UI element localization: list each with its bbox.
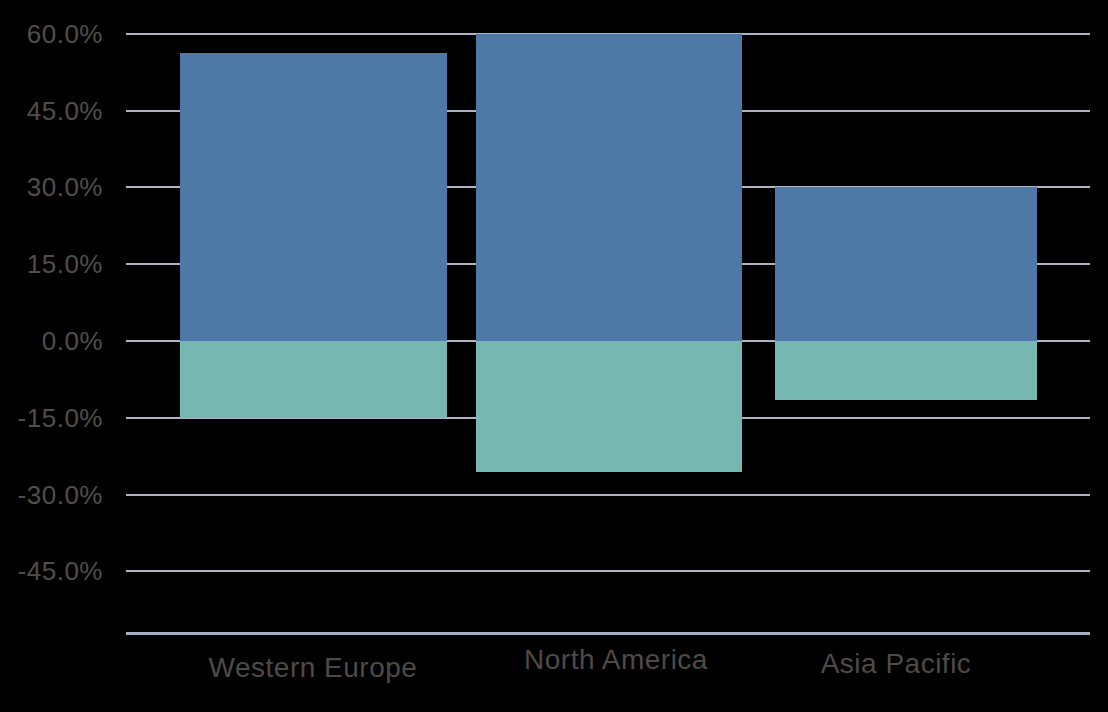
bar-positive-north-america[interactable] [476,34,742,341]
x-axis-label-western-europe: Western Europe [209,652,418,684]
bar-negative-western-europe[interactable] [180,341,447,418]
bar-positive-asia-pacific[interactable] [775,187,1037,341]
y-tick-label: 45.0% [0,94,103,128]
y-tick-label: 30.0% [0,170,103,204]
gridline [126,494,1090,496]
bar-negative-north-america[interactable] [476,341,742,472]
x-axis-label-north-america: North America [524,644,708,676]
stacked-bar-chart: 60.0% 45.0% 30.0% 15.0% 0.0% -15.0% -30.0% -45.… [0,0,1108,712]
x-axis-label-asia-pacific: Asia Pacific [821,648,972,680]
y-tick-label: -15.0% [0,401,103,435]
bar-negative-asia-pacific[interactable] [775,341,1037,400]
y-tick-label: 0.0% [0,324,103,358]
y-tick-label: 60.0% [0,17,103,51]
bar-positive-western-europe[interactable] [180,53,447,341]
gridline [126,570,1090,572]
y-tick-label: 15.0% [0,247,103,281]
y-tick-label: -45.0% [0,554,103,588]
x-axis-line [126,632,1090,635]
y-tick-label: -30.0% [0,478,103,512]
